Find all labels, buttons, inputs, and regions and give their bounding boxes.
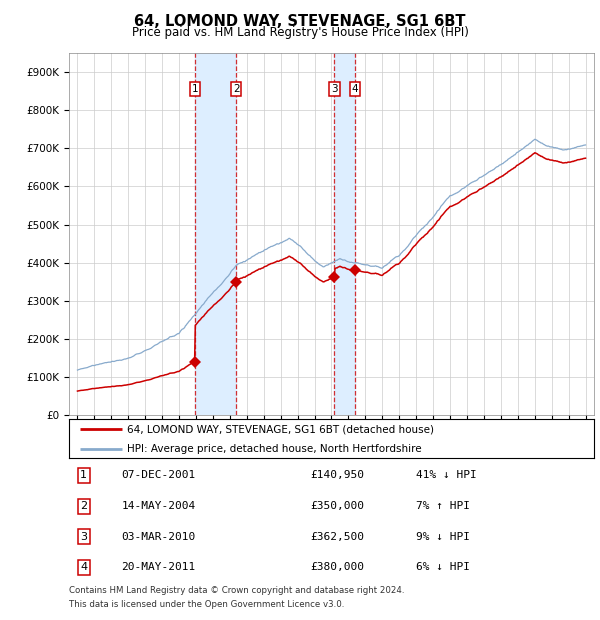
Text: 2: 2 xyxy=(233,84,239,94)
Text: £350,000: £350,000 xyxy=(311,501,365,511)
Text: 7% ↑ HPI: 7% ↑ HPI xyxy=(415,501,470,511)
Text: 4: 4 xyxy=(352,84,358,94)
Text: Contains HM Land Registry data © Crown copyright and database right 2024.: Contains HM Land Registry data © Crown c… xyxy=(69,586,404,595)
Text: 03-MAR-2010: 03-MAR-2010 xyxy=(121,532,196,542)
Text: 6% ↓ HPI: 6% ↓ HPI xyxy=(415,562,470,572)
Text: 1: 1 xyxy=(191,84,198,94)
Text: £380,000: £380,000 xyxy=(311,562,365,572)
Text: 3: 3 xyxy=(331,84,338,94)
Text: 41% ↓ HPI: 41% ↓ HPI xyxy=(415,471,476,480)
Text: 20-MAY-2011: 20-MAY-2011 xyxy=(121,562,196,572)
Text: 1: 1 xyxy=(80,471,87,480)
Text: 2: 2 xyxy=(80,501,87,511)
Text: 3: 3 xyxy=(80,532,87,542)
Bar xyxy=(195,53,236,415)
Text: 9% ↓ HPI: 9% ↓ HPI xyxy=(415,532,470,542)
Text: 4: 4 xyxy=(80,562,87,572)
Text: £140,950: £140,950 xyxy=(311,471,365,480)
Text: £362,500: £362,500 xyxy=(311,532,365,542)
Text: This data is licensed under the Open Government Licence v3.0.: This data is licensed under the Open Gov… xyxy=(69,600,344,609)
Text: 64, LOMOND WAY, STEVENAGE, SG1 6BT (detached house): 64, LOMOND WAY, STEVENAGE, SG1 6BT (deta… xyxy=(127,425,434,435)
Text: HPI: Average price, detached house, North Hertfordshire: HPI: Average price, detached house, Nort… xyxy=(127,444,421,454)
Bar xyxy=(334,53,355,415)
Text: 64, LOMOND WAY, STEVENAGE, SG1 6BT: 64, LOMOND WAY, STEVENAGE, SG1 6BT xyxy=(134,14,466,29)
Text: 14-MAY-2004: 14-MAY-2004 xyxy=(121,501,196,511)
Text: 07-DEC-2001: 07-DEC-2001 xyxy=(121,471,196,480)
Text: Price paid vs. HM Land Registry's House Price Index (HPI): Price paid vs. HM Land Registry's House … xyxy=(131,26,469,39)
